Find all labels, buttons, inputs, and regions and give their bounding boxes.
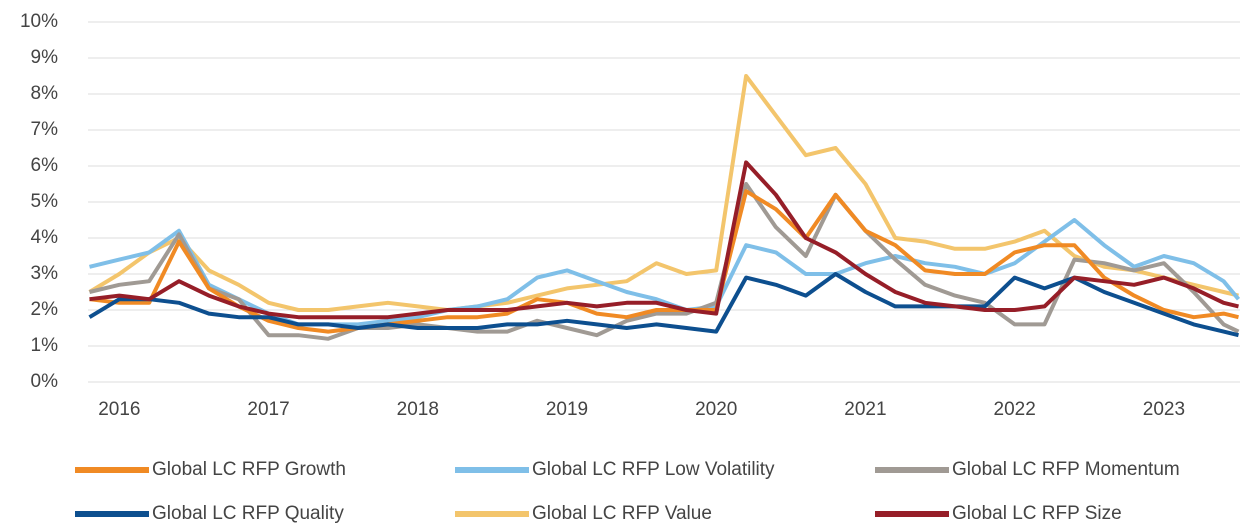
- y-tick-label: 0%: [31, 371, 59, 392]
- y-tick-label: 3%: [31, 263, 59, 284]
- y-tick-label: 2%: [31, 299, 59, 320]
- y-tick-label: 7%: [31, 119, 59, 140]
- legend-label: Global LC RFP Growth: [152, 459, 346, 480]
- legend-label: Global LC RFP Quality: [152, 503, 344, 524]
- x-tick-label: 2018: [397, 399, 439, 420]
- series-line: [88, 272, 1239, 338]
- x-tick-label: 2020: [695, 399, 737, 420]
- y-tick-label: 9%: [31, 47, 59, 68]
- y-tick-label: 5%: [31, 191, 59, 212]
- x-tick-label: 2016: [98, 399, 140, 420]
- legend-label: Global LC RFP Low Volatility: [532, 459, 775, 480]
- legend-label: Global LC RFP Momentum: [952, 459, 1180, 480]
- x-tick-label: 2023: [1143, 399, 1185, 420]
- x-tick-label: 2022: [994, 399, 1036, 420]
- y-tick-label: 1%: [31, 335, 59, 356]
- legend-label: Global LC RFP Size: [952, 503, 1122, 524]
- x-tick-label: 2021: [844, 399, 886, 420]
- x-tick-label: 2019: [546, 399, 588, 420]
- x-tick-label: 2017: [247, 399, 289, 420]
- y-tick-label: 6%: [31, 155, 59, 176]
- legend-label: Global LC RFP Value: [532, 503, 712, 524]
- y-tick-label: 10%: [20, 11, 58, 32]
- series-line: [89, 189, 1239, 334]
- series-line: [89, 160, 1239, 320]
- y-tick-label: 8%: [31, 83, 59, 104]
- y-tick-label: 4%: [31, 227, 59, 248]
